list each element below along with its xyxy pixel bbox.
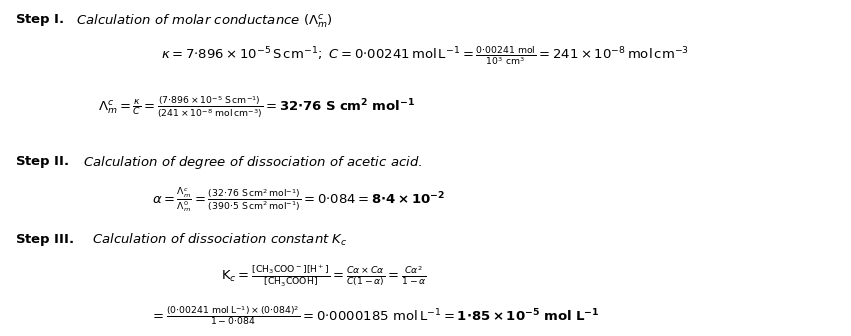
Text: $\mathbf{Step\ II.}$: $\mathbf{Step\ II.}$ (15, 154, 70, 170)
Text: $\mathbf{Step\ I.}$: $\mathbf{Step\ I.}$ (15, 12, 65, 28)
Text: $\mathrm{K}_c = \frac{[\mathrm{CH_3COO^-}][\mathrm{H^+}]}{[\mathrm{CH_3COOH}]} =: $\mathrm{K}_c = \frac{[\mathrm{CH_3COO^-… (221, 264, 427, 289)
Text: $\Lambda^c_m = \frac{\kappa}{C} = \frac{(7{\cdot}896 \times 10^{-5}\ \mathrm{S\,: $\Lambda^c_m = \frac{\kappa}{C} = \frac{… (99, 94, 415, 120)
Text: $\alpha = \frac{\Lambda^c_m}{\Lambda^0_m} = \frac{(32{\cdot}76\ \mathrm{S\,cm^2\: $\alpha = \frac{\Lambda^c_m}{\Lambda^0_m… (152, 186, 446, 215)
Text: $\it{Calculation\ of\ degree\ of\ dissociation\ of\ acetic\ acid.}$: $\it{Calculation\ of\ degree\ of\ dissoc… (83, 154, 422, 171)
Text: $\mathbf{Step\ III.}$: $\mathbf{Step\ III.}$ (15, 232, 74, 248)
Text: $\kappa = 7{\cdot}896 \times 10^{-5}\,\mathrm{S\,cm^{-1}};\ C = 0{\cdot}00241\,\: $\kappa = 7{\cdot}896 \times 10^{-5}\,\m… (162, 44, 689, 68)
Text: $\it{Calculation\ of\ molar\ conductance\ }(\Lambda^c_m)$: $\it{Calculation\ of\ molar\ conductance… (76, 12, 333, 30)
Text: $\it{Calculation\ of\ dissociation\ constant\ }K_c$: $\it{Calculation\ of\ dissociation\ cons… (92, 232, 347, 248)
Text: $= \frac{(0{\cdot}00241\ \mathrm{mol\,L^{-1}}) \times (0{\cdot}084)^2}{1-0{\cdot: $= \frac{(0{\cdot}00241\ \mathrm{mol\,L^… (151, 304, 600, 327)
